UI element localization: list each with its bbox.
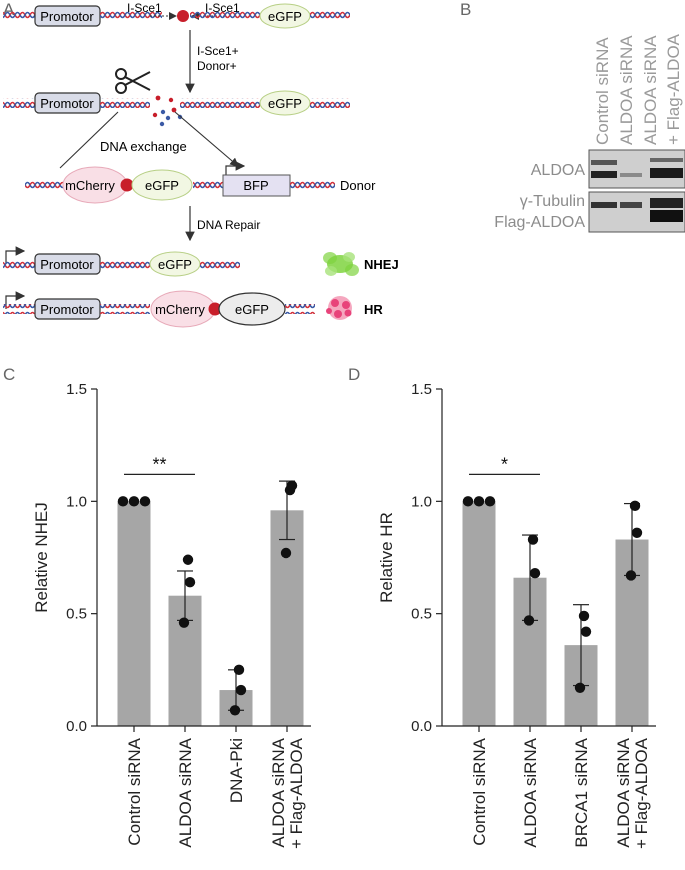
blot-lane-control: Control siRNA	[593, 37, 612, 145]
promotor-label-3: Promotor	[40, 257, 94, 272]
western-blot: Control siRNA ALDOA siRNA ALDOA siRNA + …	[494, 33, 685, 233]
panel-letter-b: B	[460, 0, 472, 19]
scissors-icon	[115, 68, 151, 94]
promotor-label-4: Promotor	[40, 302, 94, 317]
hr-bar-chart: 0.0 0.5 1.0 1.5 Relative HR Control siRNA ALDO…	[377, 381, 656, 849]
promotor-label: Promotor	[40, 9, 94, 24]
construct-row-1: Promotor I-Sce1 I-Sce1 eGFP	[3, 1, 350, 29]
blot-lane-aldoa-sirna-rescue: ALDOA siRNA	[641, 35, 660, 145]
step1-label-line1: I-Sce1+	[197, 44, 239, 58]
egfp-label-1: eGFP	[268, 9, 302, 24]
data-point	[117, 496, 129, 507]
nhej-outcome: Promotor eGFP NHEJ	[3, 246, 399, 277]
data-point	[629, 500, 641, 512]
x-category-label: DNA-Pki	[227, 738, 246, 803]
x-category-label: Control siRNA	[470, 737, 489, 845]
x-category-label: ALDOA siRNA	[176, 737, 195, 847]
isce1-site	[177, 10, 189, 22]
y-tick-label: 1.5	[66, 381, 87, 398]
data-point	[484, 496, 496, 507]
dna-repair-label: DNA Repair	[197, 218, 260, 232]
donor-construct: mCherry eGFP BFP Donor	[25, 161, 376, 204]
panel-letter-d: D	[348, 365, 361, 384]
nhej-green-cells-icon	[323, 252, 359, 276]
donor-label: Donor	[340, 178, 376, 193]
data-point	[128, 496, 140, 507]
nhej-label: NHEJ	[364, 257, 399, 272]
y-tick-label: 0.0	[66, 718, 87, 735]
data-point	[184, 577, 196, 588]
data-point	[580, 626, 592, 637]
data-point	[280, 547, 292, 559]
step1-label-line2: Donor+	[197, 59, 237, 73]
blot-row-tubulin: γ-Tubulin	[520, 193, 585, 210]
blot-row-flag-aldoa: Flag-ALDOA	[494, 214, 585, 231]
x-category-label: + Flag-ALDOA	[632, 737, 651, 849]
data-point	[574, 682, 586, 694]
mcherry-label-2: mCherry	[155, 302, 205, 317]
bar	[270, 510, 304, 726]
hr-label: HR	[364, 302, 383, 317]
data-point	[286, 480, 298, 491]
significance-label: *	[501, 454, 508, 474]
hr-outcome: Promotor mCherry eGFP HR	[3, 290, 383, 328]
x-category-label: ALDOA siRNA	[269, 737, 288, 847]
panel-letter-a: A	[3, 0, 15, 19]
data-point	[233, 664, 245, 676]
y-axis-label: Relative NHEJ	[32, 502, 51, 613]
blot-row-aldoa: ALDOA	[531, 162, 586, 179]
egfp-label-4: eGFP	[158, 257, 192, 272]
y-tick-label: 1.0	[66, 493, 87, 510]
promotor-label-2: Promotor	[40, 96, 94, 111]
data-point	[462, 496, 474, 507]
data-point	[473, 496, 485, 507]
nhej-bar-chart: 0.0 0.5 1.0 1.5 Relative NHEJ Control siRNA AL…	[32, 381, 311, 849]
data-point	[527, 534, 539, 545]
egfp-gene-3	[131, 169, 193, 201]
isce1-left-label: I-Sce1	[127, 1, 162, 15]
x-category-label: ALDOA siRNA	[521, 737, 540, 847]
bar	[462, 501, 496, 726]
blot-strip-tubulin	[588, 191, 685, 233]
data-point	[229, 705, 241, 716]
significance-label: **	[152, 454, 166, 474]
hr-red-cells-icon	[326, 296, 352, 320]
blot-lane-flag-aldoa: + Flag-ALDOA	[664, 33, 683, 145]
y-tick-label: 0.5	[411, 606, 432, 623]
y-tick-label: 1.0	[411, 493, 432, 510]
data-point	[625, 570, 637, 581]
dna-exchange-label: DNA exchange	[100, 139, 187, 154]
blot-lane-aldoa-sirna: ALDOA siRNA	[617, 35, 636, 145]
data-point	[529, 568, 541, 579]
egfp-label-5: eGFP	[235, 302, 269, 317]
x-category-label: Control siRNA	[125, 737, 144, 845]
egfp-label-3: eGFP	[145, 178, 179, 193]
data-point	[631, 527, 643, 538]
y-axis-label: Relative HR	[377, 512, 396, 603]
x-category-label: BRCA1 siRNA	[572, 737, 591, 847]
data-point	[578, 610, 590, 622]
data-point	[178, 617, 190, 628]
x-category-label: ALDOA siRNA	[614, 737, 633, 847]
y-tick-label: 0.5	[66, 606, 87, 623]
panel-letter-c: C	[3, 365, 16, 384]
blot-strip-aldoa	[588, 149, 685, 189]
data-point	[139, 496, 151, 507]
data-point	[182, 554, 194, 565]
bar	[117, 501, 151, 726]
repair-reporter-schematic: Promotor I-Sce1 I-Sce1 eGFP I-Sce1+ Dono…	[3, 1, 399, 328]
egfp-label-2: eGFP	[268, 96, 302, 111]
dna-fragments	[152, 95, 183, 127]
y-tick-label: 0.0	[411, 718, 432, 735]
mcherry-label: mCherry	[65, 178, 115, 193]
construct-row-2-cut: Promotor eGFP	[3, 68, 350, 127]
data-point	[235, 684, 247, 696]
bfp-label: BFP	[243, 178, 268, 193]
data-point	[523, 615, 535, 626]
y-tick-label: 1.5	[411, 381, 432, 398]
x-category-label: + Flag-ALDOA	[287, 737, 306, 849]
